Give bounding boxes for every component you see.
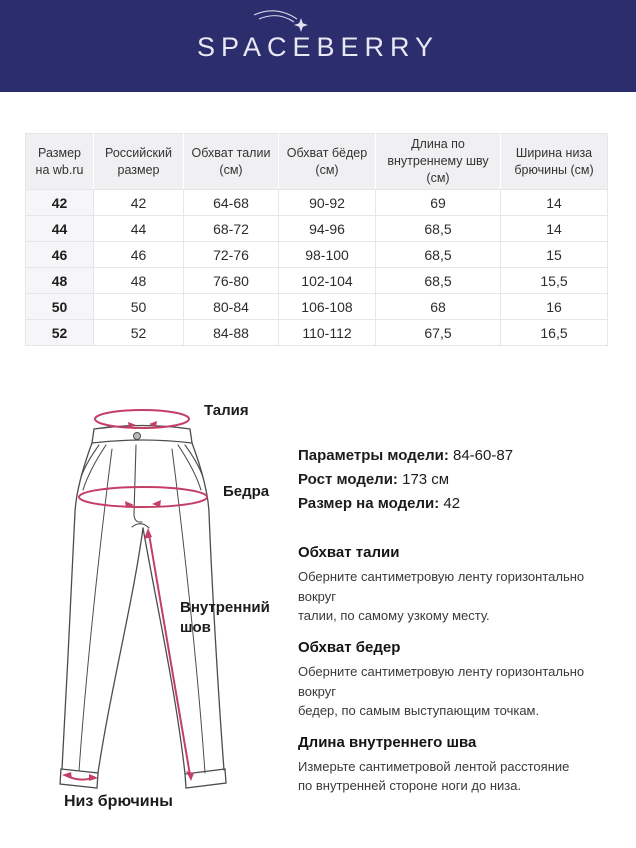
table-row: 42 42 64-68 90-92 69 14 [25, 189, 608, 216]
star-icon [294, 18, 308, 32]
table-cell: 15,5 [500, 267, 608, 294]
table-cell: 80-84 [183, 293, 279, 320]
column-header: Длина по внутреннему шву (см) [375, 133, 501, 190]
size-table-body: 42 42 64-68 90-92 69 14 44 44 68-72 94-9… [25, 189, 608, 346]
size-table: Размер на wb.ru Российский размер Обхват… [25, 133, 608, 346]
guide-text: Измерьте сантиметровой лентой расстояние… [298, 758, 570, 794]
size-cell: 42 [25, 189, 94, 216]
table-row: 50 50 80-84 106-108 68 16 [25, 293, 608, 320]
comet-icon [253, 10, 308, 32]
guide-title: Длина внутреннего шва [298, 733, 477, 751]
model-params-line: Параметры модели: 84-60-87 [298, 444, 513, 468]
table-cell: 46 [93, 241, 184, 268]
table-cell: 44 [93, 215, 184, 242]
model-size-label: Размер на модели: [298, 495, 440, 512]
table-cell: 76-80 [183, 267, 279, 294]
table-cell: 68,5 [375, 215, 501, 242]
pants-diagram [59, 409, 227, 789]
column-header: Ширина низа брючины (см) [500, 133, 608, 190]
brand-header: SPACEBERRY [0, 0, 636, 92]
table-row: 48 48 76-80 102-104 68,5 15,5 [25, 267, 608, 294]
waist-ellipse-annotation [94, 409, 190, 429]
size-cell: 50 [25, 293, 94, 320]
table-cell: 15 [500, 241, 608, 268]
inseam-arrow [144, 528, 194, 781]
hips-ellipse-annotation [78, 486, 208, 508]
table-cell: 68,5 [375, 241, 501, 268]
model-height-label: Рост модели: [298, 471, 398, 488]
table-cell: 52 [93, 319, 184, 346]
hem-label: Низ брючины [64, 793, 173, 810]
table-row: 44 44 68-72 94-96 68,5 14 [25, 215, 608, 242]
guide-text: Оберните сантиметровую ленту горизонталь… [298, 664, 585, 718]
column-header: Обхват бёдер (см) [278, 133, 376, 190]
table-cell: 98-100 [278, 241, 376, 268]
table-cell: 16 [500, 293, 608, 320]
guide-section-waist: Обхват талии Оберните сантиметровую лент… [298, 544, 620, 626]
model-params-value: 84-60-87 [453, 447, 514, 464]
table-cell: 106-108 [278, 293, 376, 320]
table-cell: 50 [93, 293, 184, 320]
table-cell: 42 [93, 189, 184, 216]
table-cell: 90-92 [278, 189, 376, 216]
table-cell: 48 [93, 267, 184, 294]
table-cell: 68,5 [375, 267, 501, 294]
model-size-value: 42 [443, 495, 461, 512]
hem-arrow [62, 772, 98, 781]
column-header: Обхват талии (см) [183, 133, 279, 190]
table-row: 46 46 72-76 98-100 68,5 15 [25, 241, 608, 268]
column-header: Российский размер [93, 133, 184, 190]
waist-label: Талия [204, 402, 249, 419]
size-cell: 52 [25, 319, 94, 346]
size-table-header: Размер на wb.ru Российский размер Обхват… [25, 133, 608, 190]
table-row: 52 52 84-88 110-112 67,5 16,5 [25, 319, 608, 346]
guide-text: Оберните сантиметровую ленту горизонталь… [298, 569, 585, 624]
column-header: Размер на wb.ru [25, 133, 94, 190]
size-cell: 46 [25, 241, 94, 268]
table-cell: 67,5 [375, 319, 501, 346]
size-cell: 48 [25, 267, 94, 294]
guide-section-hips: Обхват бедер Оберните сантиметровую лент… [298, 639, 620, 721]
model-height-line: Рост модели: 173 см [298, 468, 513, 492]
header-row: Размер на wb.ru Российский размер Обхват… [25, 133, 608, 190]
table-cell: 14 [500, 215, 608, 242]
guide-section-inseam: Длина внутреннего шва Измерьте сантиметр… [298, 734, 620, 796]
table-cell: 72-76 [183, 241, 279, 268]
table-cell: 64-68 [183, 189, 279, 216]
model-info: Параметры модели: 84-60-87 Рост модели: … [298, 444, 513, 516]
table-cell: 102-104 [278, 267, 376, 294]
guide-title: Обхват бедер [298, 638, 401, 656]
table-cell: 16,5 [500, 319, 608, 346]
table-cell: 69 [375, 189, 501, 216]
table-cell: 110-112 [278, 319, 376, 346]
measure-guide: Обхват талии Оберните сантиметровую лент… [298, 544, 620, 809]
model-height-value: 173 см [402, 471, 450, 488]
inseam-label: Внутренний шов [180, 599, 270, 637]
hips-label: Бедра [223, 483, 270, 500]
table-cell: 84-88 [183, 319, 279, 346]
button-icon [133, 432, 141, 440]
size-cell: 44 [25, 215, 94, 242]
table-cell: 14 [500, 189, 608, 216]
model-params-label: Параметры модели: [298, 447, 449, 464]
table-cell: 68-72 [183, 215, 279, 242]
guide-title: Обхват талии [298, 544, 400, 561]
model-size-line: Размер на модели: 42 [298, 492, 513, 516]
table-cell: 94-96 [278, 215, 376, 242]
brand-logo: SPACEBERRY [196, 32, 440, 62]
table-cell: 68 [375, 293, 501, 320]
